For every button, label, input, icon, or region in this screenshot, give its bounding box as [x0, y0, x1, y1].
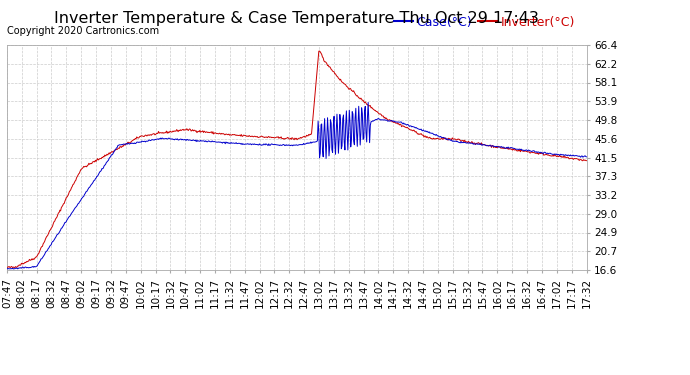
- Legend: Case(°C), Inverter(°C): Case(°C), Inverter(°C): [389, 11, 580, 34]
- Text: Copyright 2020 Cartronics.com: Copyright 2020 Cartronics.com: [7, 26, 159, 36]
- Text: Inverter Temperature & Case Temperature Thu Oct 29 17:43: Inverter Temperature & Case Temperature …: [55, 11, 539, 26]
